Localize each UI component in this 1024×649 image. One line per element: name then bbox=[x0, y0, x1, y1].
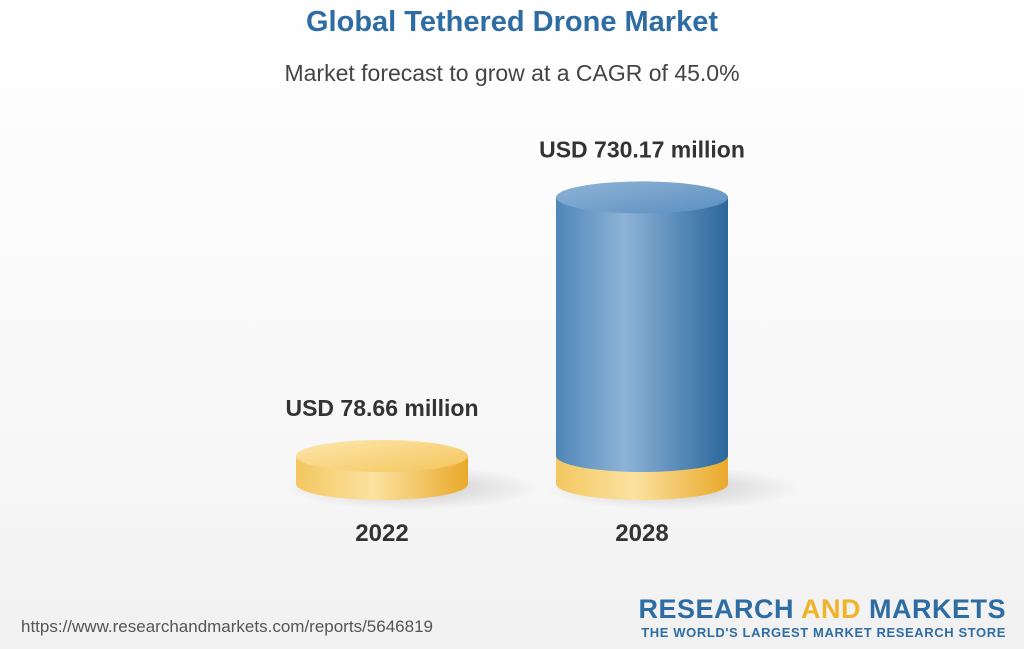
bar-2022 bbox=[286, 440, 538, 510]
brand-word-and: AND bbox=[800, 594, 861, 624]
bar-2028 bbox=[546, 181, 798, 510]
value-label-2028: USD 730.17 million bbox=[539, 136, 745, 162]
chart-subtitle: Market forecast to grow at a CAGR of 45.… bbox=[284, 60, 740, 86]
brand-word-markets: MARKETS bbox=[869, 594, 1006, 624]
chart-title: Global Tethered Drone Market bbox=[306, 6, 718, 38]
category-label-2028: 2028 bbox=[615, 520, 668, 547]
bars-layer: USD 78.66 million 2022 USD 730.17 million 2… bbox=[285, 136, 798, 547]
bar-column-2028-top bbox=[556, 181, 728, 214]
bar-base-2022-top bbox=[296, 440, 468, 472]
brand-word-research: RESEARCH bbox=[638, 594, 794, 624]
category-label-2022: 2022 bbox=[355, 520, 408, 547]
brand-logo: RESEARCH AND MARKETS THE WORLD'S LARGEST… bbox=[638, 594, 1006, 640]
source-url[interactable]: https://www.researchandmarkets.com/repor… bbox=[21, 617, 433, 636]
value-label-2022: USD 78.66 million bbox=[285, 395, 478, 421]
bar-column-2028-side bbox=[556, 197, 728, 473]
brand-tagline: THE WORLD'S LARGEST MARKET RESEARCH STOR… bbox=[641, 625, 1006, 640]
brand-name: RESEARCH AND MARKETS bbox=[638, 594, 1006, 624]
